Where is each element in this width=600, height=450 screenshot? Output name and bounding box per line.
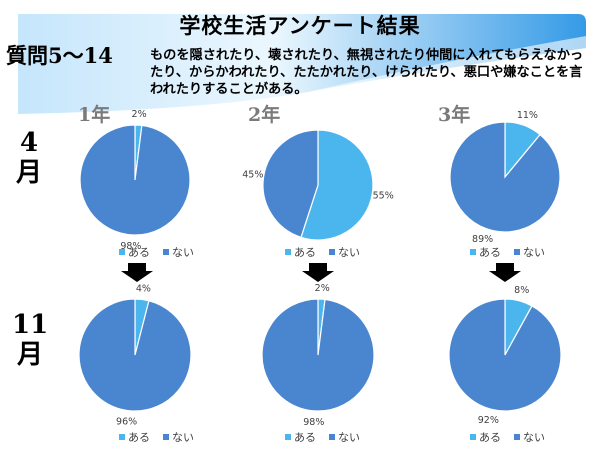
- down-arrow-icon: [489, 263, 521, 282]
- pie-legend: ある ない: [119, 431, 194, 444]
- legend-swatch: [470, 434, 476, 440]
- pie-slice-aru: [300, 129, 374, 241]
- legend-swatch: [470, 249, 476, 255]
- pie-data-label: 98%: [120, 241, 141, 252]
- pie-legend: ある ない: [470, 431, 545, 444]
- legend-swatch: [514, 434, 520, 440]
- legend-entry: ある: [128, 246, 150, 259]
- legend-entry: ある: [479, 431, 501, 444]
- legend-entry: ある: [479, 246, 501, 259]
- grade-label-2: 2年: [248, 104, 281, 126]
- pie-chart-5: 2% 98% ある ない: [261, 283, 375, 444]
- pie-chart-3: 11% 89%ある ない: [449, 110, 561, 259]
- month-label-april: 4 月: [14, 128, 44, 188]
- legend-entry: ある: [128, 431, 150, 444]
- pie-chart-4: 4% 96% ある ない: [78, 284, 194, 444]
- legend-swatch: [329, 434, 335, 440]
- legend-swatch: [285, 434, 291, 440]
- legend-entry: ない: [338, 431, 360, 444]
- grade-label-3: 3年: [438, 104, 471, 126]
- pie-data-label: 2%: [315, 283, 330, 294]
- pie-data-label: 2%: [132, 109, 147, 120]
- question-label: 質問5～14: [6, 43, 113, 68]
- pie-legend: ある ない: [119, 246, 194, 259]
- pie-data-label: 55%: [373, 190, 394, 201]
- pie-slice-nai: [448, 298, 562, 412]
- legend-entry: ある: [294, 246, 316, 259]
- pie-data-label: 4%: [136, 284, 151, 295]
- pie-data-label: 11%: [517, 110, 538, 121]
- legend-swatch: [163, 434, 169, 440]
- down-arrow-icon: [121, 263, 153, 282]
- question-text: ものを隠されたり、壊されたり、無視されたり仲間に入れてもらえなかったり、からかわ…: [150, 48, 584, 97]
- pie-data-label: 96%: [116, 417, 137, 428]
- down-arrow-icon: [302, 263, 334, 282]
- legend-swatch: [285, 249, 291, 255]
- pie-slice-nai: [449, 121, 561, 233]
- page-title: 学校生活アンケート結果: [179, 13, 421, 38]
- legend-entry: ある: [294, 431, 316, 444]
- month-label-november: 11 月: [12, 310, 48, 370]
- grade-label-1: 1年: [78, 104, 111, 126]
- pie-chart-2: 55% 45% ある ない: [242, 129, 394, 259]
- pie-slice-nai: [262, 129, 319, 239]
- pie-legend: ある ない: [285, 431, 360, 444]
- legend-swatch: [514, 249, 520, 255]
- legend-swatch: [163, 249, 169, 255]
- pie-data-label: 89%: [472, 234, 493, 245]
- pie-data-label: 98%: [303, 417, 324, 428]
- title-banner: [18, 14, 586, 114]
- pie-data-label: 92%: [478, 415, 499, 426]
- legend-swatch: [119, 434, 125, 440]
- pie-legend: ある ない: [285, 246, 360, 259]
- month-number: 11: [12, 310, 49, 340]
- pie-slice-nai: [79, 124, 191, 236]
- pie-chart-1: 2% 98%ある ない: [79, 109, 194, 259]
- month-kanji: 月: [16, 340, 43, 370]
- legend-entry: ない: [172, 431, 194, 444]
- legend-swatch: [329, 249, 335, 255]
- pie-legend: ある ない: [470, 246, 545, 259]
- pie-data-label: 45%: [242, 170, 263, 181]
- month-number: 4: [19, 128, 39, 158]
- legend-swatch: [119, 249, 125, 255]
- month-kanji: 月: [15, 158, 42, 188]
- pie-data-label: 8%: [514, 285, 529, 296]
- pie-slice-nai: [78, 298, 192, 412]
- legend-entry: ない: [172, 246, 194, 259]
- pie-slice-nai: [261, 298, 375, 412]
- legend-entry: ない: [523, 246, 545, 259]
- legend-entry: ない: [338, 246, 360, 259]
- legend-entry: ない: [523, 431, 545, 444]
- pie-chart-6: 8% 92% ある ない: [448, 285, 562, 444]
